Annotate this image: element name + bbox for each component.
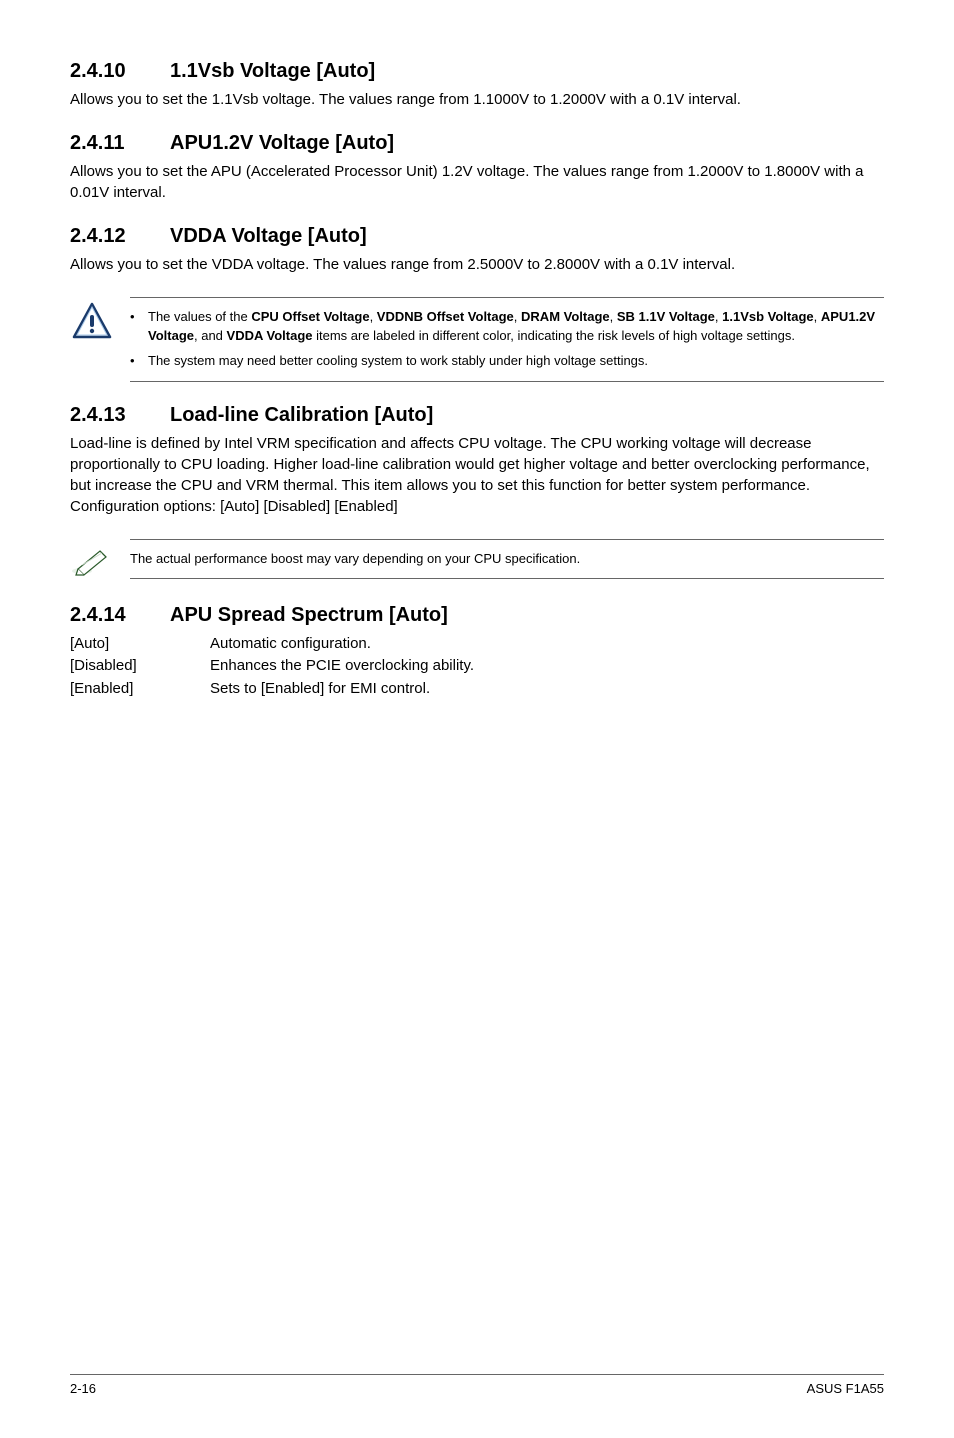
option-label: [Enabled] — [70, 678, 210, 701]
caution-icon — [70, 297, 130, 346]
option-label: [Disabled] — [70, 655, 210, 678]
bullet-text: The values of the CPU Offset Voltage, VD… — [148, 308, 884, 346]
caution-note: • The values of the CPU Offset Voltage, … — [70, 297, 884, 382]
bullet-marker: • — [130, 352, 148, 371]
option-row: [Auto] Automatic configuration. — [70, 633, 884, 656]
section-title: Load-line Calibration [Auto] — [170, 404, 433, 427]
section-heading: 2.4.14 APU Spread Spectrum [Auto] — [70, 604, 884, 627]
caution-content: • The values of the CPU Offset Voltage, … — [130, 297, 884, 382]
section-number: 2.4.11 — [70, 132, 170, 155]
info-note: The actual performance boost may vary de… — [70, 539, 884, 582]
option-label: [Auto] — [70, 633, 210, 656]
info-text: The actual performance boost may vary de… — [130, 550, 884, 569]
option-desc: Sets to [Enabled] for EMI control. — [210, 678, 884, 701]
section-title: APU1.2V Voltage [Auto] — [170, 132, 394, 155]
section-heading: 2.4.10 1.1Vsb Voltage [Auto] — [70, 60, 884, 83]
section-number: 2.4.12 — [70, 225, 170, 248]
option-row: [Enabled] Sets to [Enabled] for EMI cont… — [70, 678, 884, 701]
section-1-1vsb: 2.4.10 1.1Vsb Voltage [Auto] Allows you … — [70, 60, 884, 110]
section-heading: 2.4.11 APU1.2V Voltage [Auto] — [70, 132, 884, 155]
bullet-text: The system may need better cooling syste… — [148, 352, 884, 371]
section-body: Load-line is defined by Intel VRM specif… — [70, 433, 884, 517]
info-content: The actual performance boost may vary de… — [130, 539, 884, 580]
section-number: 2.4.14 — [70, 604, 170, 627]
section-body: Allows you to set the VDDA voltage. The … — [70, 254, 884, 275]
page-number: 2-16 — [70, 1381, 96, 1396]
section-title: APU Spread Spectrum [Auto] — [170, 604, 448, 627]
page-footer: 2-16 ASUS F1A55 — [70, 1374, 884, 1396]
section-title: 1.1Vsb Voltage [Auto] — [170, 60, 375, 83]
bullet-item: • The system may need better cooling sys… — [130, 352, 884, 371]
section-apu-spread: 2.4.14 APU Spread Spectrum [Auto] [Auto]… — [70, 604, 884, 701]
section-loadline: 2.4.13 Load-line Calibration [Auto] Load… — [70, 404, 884, 517]
section-body: Allows you to set the 1.1Vsb voltage. Th… — [70, 89, 884, 110]
section-number: 2.4.13 — [70, 404, 170, 427]
pen-icon — [70, 539, 130, 582]
option-row: [Disabled] Enhances the PCIE overclockin… — [70, 655, 884, 678]
section-vdda: 2.4.12 VDDA Voltage [Auto] Allows you to… — [70, 225, 884, 275]
section-number: 2.4.10 — [70, 60, 170, 83]
section-heading: 2.4.13 Load-line Calibration [Auto] — [70, 404, 884, 427]
doc-name: ASUS F1A55 — [807, 1381, 884, 1396]
section-heading: 2.4.12 VDDA Voltage [Auto] — [70, 225, 884, 248]
bullet-item: • The values of the CPU Offset Voltage, … — [130, 308, 884, 346]
section-title: VDDA Voltage [Auto] — [170, 225, 367, 248]
option-desc: Enhances the PCIE overclocking ability. — [210, 655, 884, 678]
option-desc: Automatic configuration. — [210, 633, 884, 656]
bullet-marker: • — [130, 308, 148, 346]
section-body: Allows you to set the APU (Accelerated P… — [70, 161, 884, 203]
section-apu12v: 2.4.11 APU1.2V Voltage [Auto] Allows you… — [70, 132, 884, 203]
